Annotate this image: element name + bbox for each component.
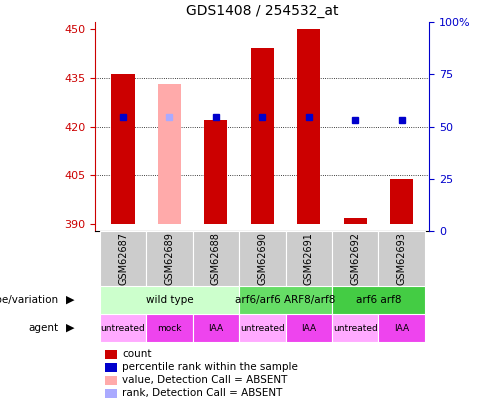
Bar bbox=[378, 231, 425, 286]
Title: GDS1408 / 254532_at: GDS1408 / 254532_at bbox=[186, 4, 339, 19]
Text: genotype/variation: genotype/variation bbox=[0, 295, 59, 305]
Text: rank, Detection Call = ABSENT: rank, Detection Call = ABSENT bbox=[122, 388, 283, 398]
Text: GSM62687: GSM62687 bbox=[118, 232, 128, 285]
Text: GSM62690: GSM62690 bbox=[257, 232, 267, 285]
Text: GSM62689: GSM62689 bbox=[164, 232, 174, 285]
Bar bbox=[251, 48, 274, 224]
Text: GSM62693: GSM62693 bbox=[397, 232, 407, 285]
Bar bbox=[344, 218, 367, 224]
Text: ▶: ▶ bbox=[66, 295, 74, 305]
Text: IAA: IAA bbox=[301, 324, 316, 333]
Bar bbox=[390, 179, 413, 224]
Text: untreated: untreated bbox=[333, 324, 378, 333]
Bar bbox=[158, 84, 181, 224]
Text: wild type: wild type bbox=[145, 295, 193, 305]
Bar bbox=[332, 314, 378, 342]
Bar bbox=[204, 120, 227, 224]
Bar bbox=[146, 314, 193, 342]
Text: GSM62688: GSM62688 bbox=[211, 232, 221, 285]
Bar bbox=[193, 231, 239, 286]
Bar bbox=[100, 314, 146, 342]
Text: agent: agent bbox=[28, 323, 59, 333]
Bar bbox=[193, 314, 239, 342]
Text: GSM62691: GSM62691 bbox=[304, 232, 314, 285]
Bar bbox=[239, 286, 332, 314]
Text: IAA: IAA bbox=[394, 324, 409, 333]
Text: IAA: IAA bbox=[208, 324, 224, 333]
Text: count: count bbox=[122, 350, 151, 359]
Text: value, Detection Call = ABSENT: value, Detection Call = ABSENT bbox=[122, 375, 287, 385]
Bar bbox=[100, 231, 146, 286]
Text: percentile rank within the sample: percentile rank within the sample bbox=[122, 362, 298, 372]
Text: arf6/arf6 ARF8/arf8: arf6/arf6 ARF8/arf8 bbox=[235, 295, 336, 305]
Bar bbox=[239, 231, 285, 286]
Bar bbox=[111, 75, 135, 224]
Text: untreated: untreated bbox=[101, 324, 145, 333]
Text: arf6 arf8: arf6 arf8 bbox=[356, 295, 401, 305]
Text: untreated: untreated bbox=[240, 324, 285, 333]
Bar bbox=[378, 314, 425, 342]
Bar bbox=[332, 231, 378, 286]
Bar bbox=[285, 314, 332, 342]
Bar bbox=[239, 314, 285, 342]
Bar bbox=[146, 231, 193, 286]
Bar bbox=[297, 29, 320, 224]
Text: mock: mock bbox=[157, 324, 182, 333]
Bar bbox=[285, 231, 332, 286]
Bar bbox=[332, 286, 425, 314]
Text: ▶: ▶ bbox=[66, 323, 74, 333]
Bar bbox=[100, 286, 239, 314]
Text: GSM62692: GSM62692 bbox=[350, 232, 360, 285]
